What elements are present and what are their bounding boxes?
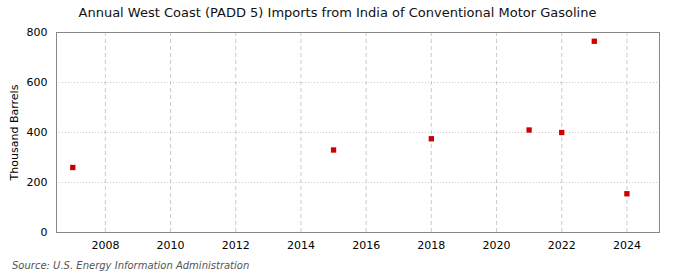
svg-text:Thousand Barrels: Thousand Barrels	[8, 84, 21, 181]
svg-text:2024: 2024	[613, 239, 641, 252]
svg-text:2010: 2010	[157, 239, 185, 252]
svg-text:2020: 2020	[483, 239, 511, 252]
html-text:Source: U.S. Energy Informatio: Source: U.S. Energy Information Administ…	[12, 260, 250, 271]
svg-text:2012: 2012	[222, 239, 250, 252]
svg-text:400: 400	[27, 126, 48, 139]
svg-text:2016: 2016	[352, 239, 380, 252]
svg-text:2022: 2022	[548, 239, 576, 252]
svg-text:800: 800	[27, 26, 48, 39]
svg-text:600: 600	[27, 76, 48, 89]
svg-text:2014: 2014	[287, 239, 315, 252]
html-text:Annual West Coast (PADD 5) Imp: Annual West Coast (PADD 5) Imports from …	[78, 5, 597, 20]
svg-text:2008: 2008	[91, 239, 119, 252]
svg-text:2018: 2018	[417, 239, 445, 252]
svg-text:200: 200	[27, 176, 48, 189]
svg-text:0: 0	[41, 226, 48, 239]
